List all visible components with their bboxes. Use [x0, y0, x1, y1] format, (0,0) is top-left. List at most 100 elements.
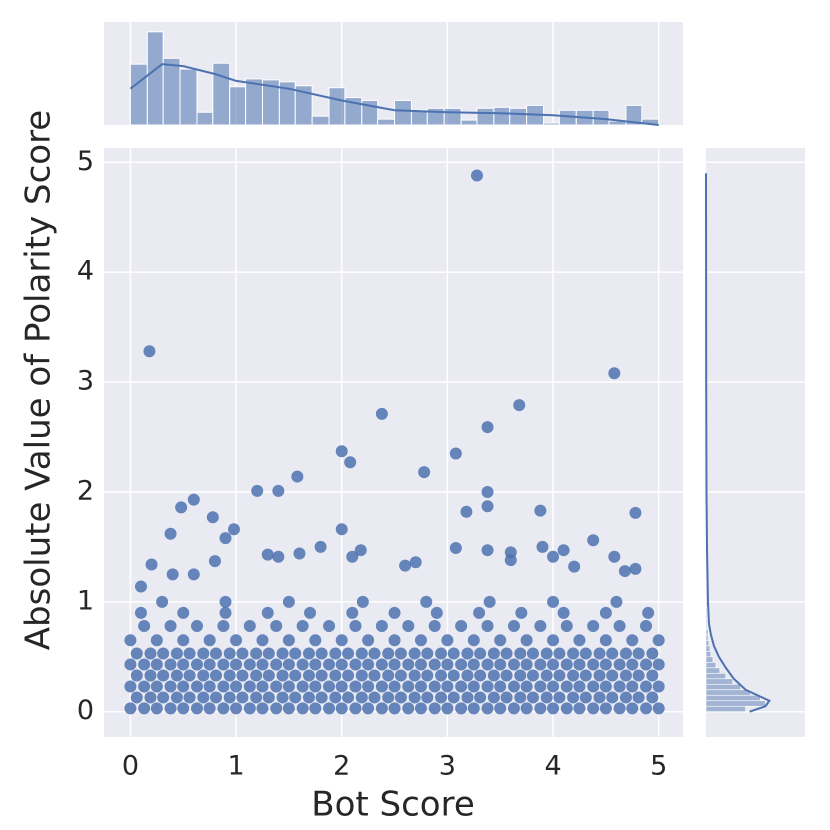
scatter-point: [282, 680, 295, 693]
scatter-point: [540, 691, 553, 704]
scatter-point: [481, 658, 494, 671]
scatter-point: [487, 669, 500, 682]
histogram-bar: [705, 612, 708, 619]
scatter-point: [289, 647, 302, 660]
scatter-point: [344, 456, 357, 469]
scatter-point: [166, 568, 179, 581]
scatter-point: [613, 702, 626, 715]
scatter-point: [409, 556, 422, 569]
scatter-point: [243, 702, 256, 715]
scatter-point: [124, 680, 137, 693]
scatter-point: [256, 634, 269, 647]
scatter-point: [494, 680, 507, 693]
scatter-point: [315, 647, 328, 660]
scatter-point: [388, 702, 401, 715]
x-tick-label: 3: [439, 751, 456, 782]
scatter-point: [134, 606, 147, 619]
scatter-point: [640, 680, 653, 693]
scatter-point: [481, 680, 494, 693]
scatter-point: [183, 691, 196, 704]
scatter-point: [335, 445, 348, 458]
scatter-point: [150, 658, 163, 671]
scatter-point: [441, 658, 454, 671]
scatter-point: [567, 691, 580, 704]
scatter-point: [342, 691, 355, 704]
histogram-bar: [705, 672, 727, 680]
scatter-point: [335, 658, 348, 671]
histogram-bar: [705, 618, 708, 625]
scatter-point: [547, 680, 560, 693]
x-axis-label: Bot Score: [311, 785, 475, 825]
scatter-point: [230, 634, 243, 647]
histogram-bar: [129, 63, 148, 126]
scatter-point: [177, 702, 190, 715]
scatter-point: [170, 669, 183, 682]
histogram-bar: [394, 99, 412, 126]
scatter-point: [206, 511, 219, 524]
scatter-point: [560, 702, 573, 715]
scatter-point: [314, 540, 327, 553]
scatter-point: [629, 506, 642, 519]
y-tick-label: 4: [77, 256, 94, 287]
scatter-point: [557, 606, 570, 619]
scatter-point: [394, 691, 407, 704]
histogram-bar: [705, 661, 717, 669]
scatter-point: [494, 658, 507, 671]
scatter-point: [587, 680, 600, 693]
scatter-point: [375, 702, 388, 715]
scatter-point: [329, 647, 342, 660]
scatter-point: [418, 466, 431, 479]
scatter-point: [388, 606, 401, 619]
scatter-point: [606, 647, 619, 660]
scatter-point: [309, 702, 322, 715]
scatter-point: [606, 691, 619, 704]
scatter-point: [473, 606, 486, 619]
scatter-point: [513, 399, 526, 412]
scatter-point: [323, 680, 336, 693]
scatter-point: [449, 541, 462, 554]
x-tick-label: 1: [227, 751, 244, 782]
scatter-point: [515, 606, 528, 619]
histogram-bar: [294, 85, 313, 126]
scatter-point: [150, 680, 163, 693]
scatter-point: [282, 702, 295, 715]
x-tick-label: 5: [650, 751, 667, 782]
scatter-point: [282, 595, 295, 608]
scatter-point: [223, 647, 236, 660]
scatter-point: [250, 691, 263, 704]
histogram-bar: [705, 634, 709, 641]
scatter-point: [481, 485, 494, 498]
histogram-bar: [705, 645, 711, 652]
scatter-point: [243, 680, 256, 693]
scatter-point: [467, 658, 480, 671]
scatter-point: [481, 421, 494, 434]
scatter-point: [236, 647, 249, 660]
scatter-point: [282, 634, 295, 647]
scatter-point: [315, 691, 328, 704]
scatter-point: [157, 647, 170, 660]
scatter-point: [642, 606, 655, 619]
scatter-point: [646, 669, 659, 682]
scatter-point: [270, 680, 283, 693]
scatter-point: [626, 702, 639, 715]
histogram-bar: [146, 31, 164, 126]
scatter-point: [500, 647, 513, 660]
scatter-point: [500, 669, 513, 682]
x-tick-label: 2: [333, 751, 350, 782]
histogram-bar: [410, 109, 428, 126]
scatter-point: [250, 669, 263, 682]
histogram-bar: [245, 78, 263, 126]
histogram-bar: [705, 705, 746, 713]
scatter-point: [289, 691, 302, 704]
scatter-point: [236, 691, 249, 704]
scatter-point: [177, 680, 190, 693]
scatter-point: [474, 669, 487, 682]
scatter-point: [177, 606, 190, 619]
scatter-point: [243, 620, 256, 633]
scatter-point: [428, 658, 441, 671]
scatter-point: [302, 647, 315, 660]
scatter-point: [606, 669, 619, 682]
scatter-point: [399, 559, 412, 572]
scatter-point: [573, 658, 586, 671]
scatter-point: [599, 606, 612, 619]
